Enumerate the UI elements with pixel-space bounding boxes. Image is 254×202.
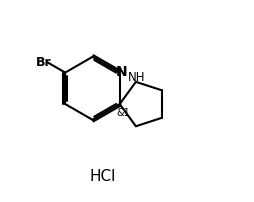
- Text: Br: Br: [35, 56, 51, 69]
- Text: NH: NH: [128, 71, 146, 84]
- Text: N: N: [116, 65, 128, 79]
- Text: &1: &1: [117, 107, 130, 117]
- Text: HCl: HCl: [89, 168, 116, 183]
